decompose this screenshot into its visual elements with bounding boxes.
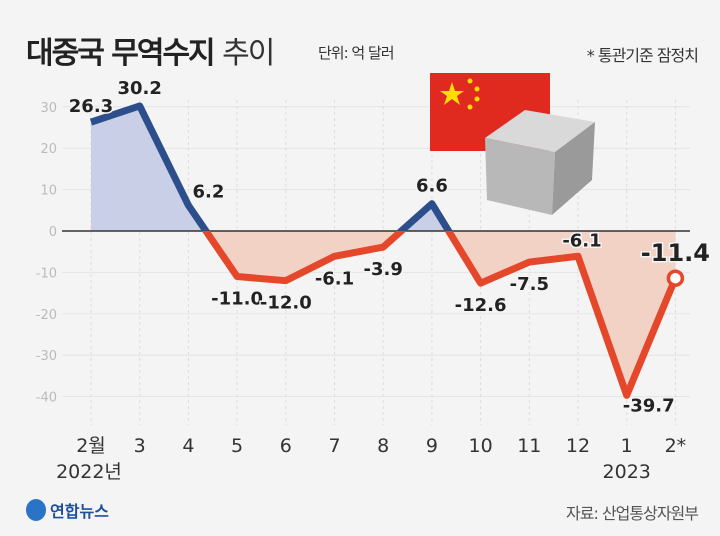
x-tick-label: 2* [665, 435, 687, 457]
data-label: -11.4 [641, 239, 710, 267]
source-label: 자료: 산업통상자원부 [566, 504, 699, 523]
x-tick-label: 7 [328, 435, 340, 457]
x-tick-label: 10 [469, 435, 493, 457]
year-label: 2023 [603, 461, 651, 483]
china-flag-container-illustration [430, 73, 595, 215]
positive-line [89, 102, 453, 231]
data-label: 26.3 [69, 96, 113, 117]
data-label: -39.7 [623, 395, 675, 416]
y-tick-label: -30 [36, 349, 57, 364]
yonhap-logo: 연합뉴스 [26, 498, 109, 522]
data-label: -12.0 [260, 293, 312, 314]
x-tick-label: 11 [517, 435, 541, 457]
data-label: -7.5 [510, 274, 549, 295]
x-tick-label: 5 [231, 435, 243, 457]
positive-area [91, 105, 676, 231]
y-tick-label: 30 [40, 101, 57, 116]
x-tick-label: 8 [377, 435, 389, 457]
data-label: -11.0 [211, 289, 263, 310]
year-label: 2022년 [56, 461, 122, 483]
x-tick-label: 9 [426, 435, 438, 457]
x-tick-label: 6 [280, 435, 292, 457]
data-label: -6.1 [315, 268, 354, 289]
footnote: * 통관기준 잠정치 [586, 46, 699, 65]
y-tick-label: -40 [36, 391, 57, 406]
y-tick-label: 10 [40, 184, 57, 199]
y-tick-label: -20 [36, 308, 57, 323]
unit-label: 단위: 억 달러 [318, 44, 395, 62]
x-tick-label: 12 [566, 435, 590, 457]
y-tick-label: 0 [49, 225, 57, 240]
shipping-container-icon [485, 110, 595, 215]
x-tick-label: 4 [182, 435, 194, 457]
chart-title: 대중국 무역수지 추이 [26, 36, 275, 71]
x-tick-label: 2월 [76, 435, 106, 457]
latest-point-marker [666, 269, 685, 287]
data-label: -12.6 [455, 295, 507, 316]
data-label: -6.1 [562, 230, 601, 251]
y-tick-label: -10 [36, 266, 57, 281]
data-label: -3.9 [364, 259, 403, 280]
logo-icon [26, 499, 46, 521]
y-tick-label: 20 [40, 142, 57, 157]
negative-line [201, 231, 679, 399]
x-tick-label: 1 [621, 435, 633, 457]
data-label: 6.6 [416, 176, 448, 197]
data-label: 6.2 [192, 181, 224, 202]
data-label: 30.2 [117, 78, 161, 99]
x-tick-label: 3 [134, 435, 146, 457]
